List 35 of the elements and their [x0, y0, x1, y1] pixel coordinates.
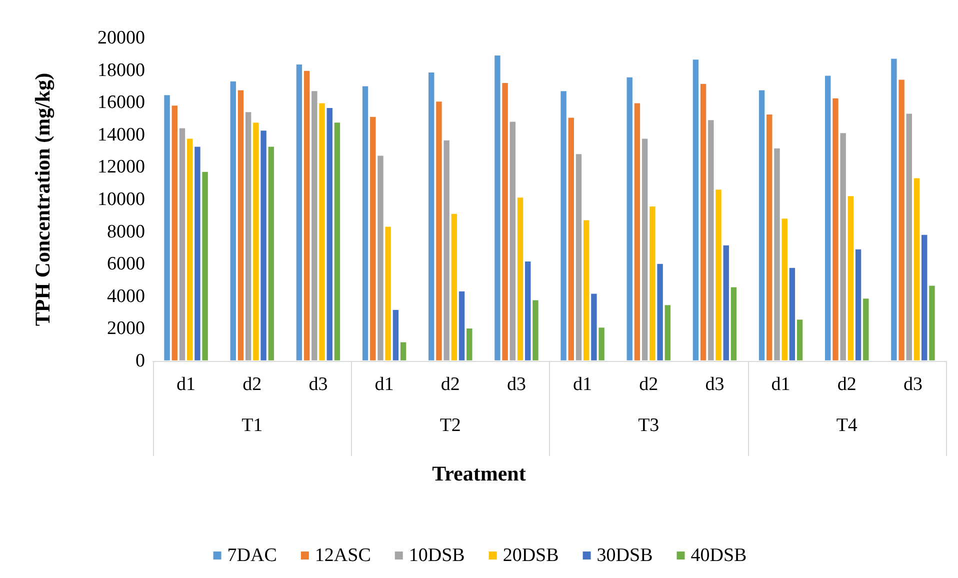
text: T3 — [638, 415, 660, 436]
x-tick-label: d3 — [308, 374, 328, 395]
x-tick-label: d2 — [639, 374, 658, 395]
legend-label: 20DSB — [502, 545, 559, 566]
legend-label: 30DSB — [596, 545, 653, 566]
y-axis-title: TPH Concentration (mg/kg) — [30, 72, 54, 326]
y-tick-label: 8000 — [107, 221, 145, 242]
y-tick-label: 18000 — [98, 60, 145, 81]
text: T4 — [836, 415, 858, 436]
x-tick-label: d1 — [573, 374, 592, 395]
legend-label: 7DAC — [227, 545, 277, 566]
x-tick-label: d1 — [374, 374, 394, 395]
text: T1 — [242, 415, 263, 436]
x-tick-label: d2 — [242, 374, 262, 395]
x-tick-label: d1 — [176, 374, 196, 395]
x-tick-label: d3 — [506, 374, 526, 395]
legend-label: 40DSB — [690, 545, 747, 566]
y-tick-label: 6000 — [107, 254, 145, 275]
y-tick-label: 12000 — [98, 156, 145, 178]
legend-label: 10DSB — [408, 545, 465, 566]
x-tick-label: d1 — [771, 374, 790, 395]
y-tick-label: 14000 — [98, 124, 145, 146]
y-tick-label: 4000 — [107, 286, 145, 307]
x-tick-label: d2 — [837, 374, 856, 395]
x-axis-title: Treatment — [432, 462, 526, 486]
x-tick-label: d3 — [903, 374, 922, 395]
text: T2 — [440, 415, 461, 436]
x-tick-label: d2 — [440, 374, 460, 395]
y-tick-label: 10000 — [98, 189, 145, 210]
y-tick-label: 16000 — [98, 92, 145, 114]
y-tick-label: 0 — [136, 350, 145, 372]
x-tick-label: d3 — [705, 374, 724, 395]
legend-label: 12ASC — [314, 545, 371, 566]
y-tick-label: 2000 — [107, 318, 145, 340]
y-tick-label: 20000 — [98, 28, 145, 48]
